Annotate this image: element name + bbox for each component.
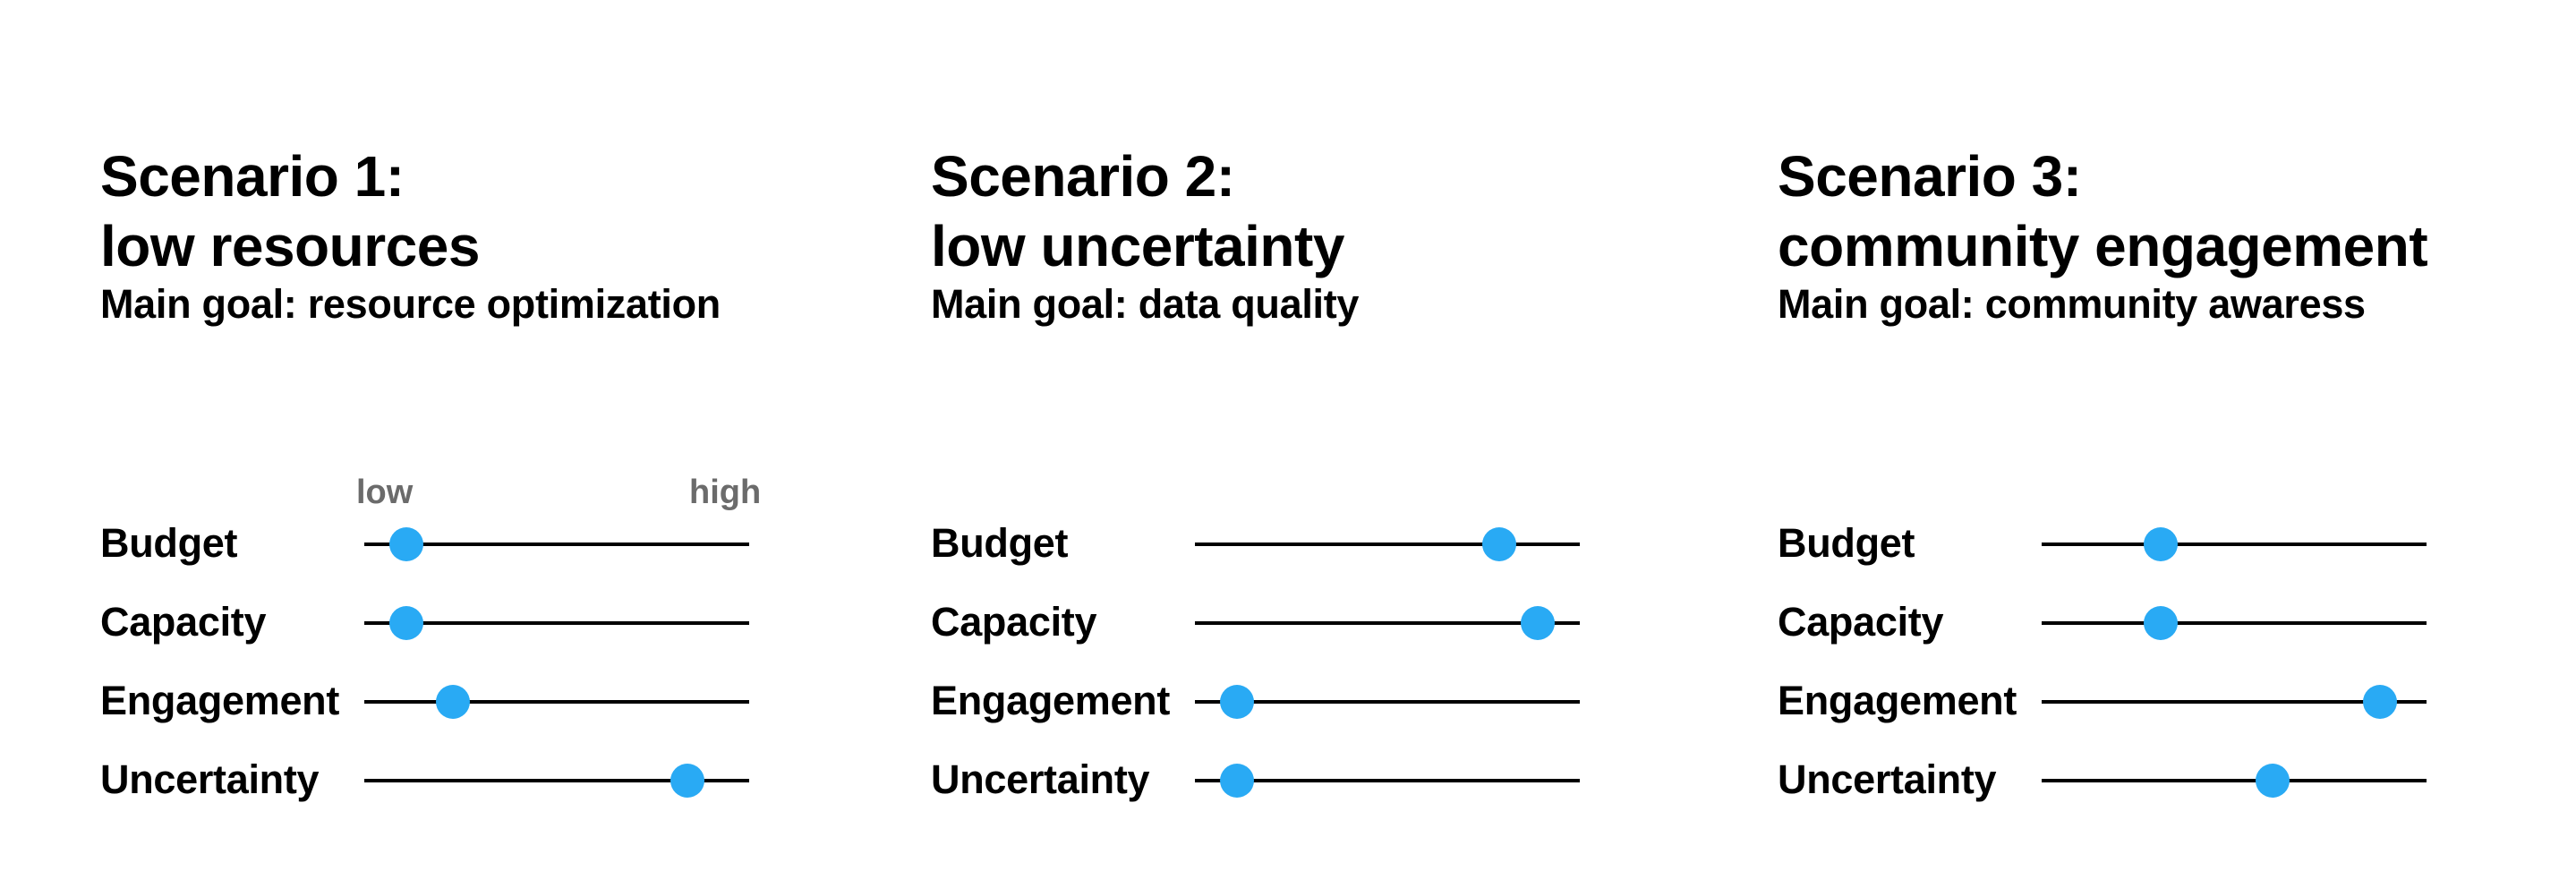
- scenario-goal: Main goal: data quality: [931, 281, 1360, 327]
- slider-knob[interactable]: [435, 685, 470, 719]
- scenario-title-name: low uncertainty: [931, 214, 1344, 278]
- factor-row-budget: Budget: [100, 512, 888, 575]
- slider-knob[interactable]: [1220, 685, 1255, 719]
- slider-knob[interactable]: [670, 764, 705, 798]
- slider-knob[interactable]: [389, 606, 424, 640]
- slider-track: [1195, 779, 1580, 782]
- slider-track: [1195, 621, 1580, 625]
- scale-low-label: low: [356, 474, 414, 511]
- slider-track: [2042, 543, 2427, 546]
- slider-knob[interactable]: [1220, 764, 1255, 798]
- slider-track: [2042, 621, 2427, 625]
- scenario-title-name: community engagement: [1778, 214, 2428, 278]
- factor-label: Capacity: [100, 599, 267, 645]
- slider-track: [1195, 700, 1580, 704]
- slider-track: [364, 700, 749, 704]
- factor-label: Uncertainty: [100, 756, 320, 802]
- factor-row-capacity: Capacity: [931, 591, 1719, 654]
- slider-track: [364, 543, 749, 546]
- factor-label: Engagement: [1778, 678, 2017, 723]
- slider-knob[interactable]: [389, 527, 424, 561]
- factor-label: Uncertainty: [1778, 756, 1997, 802]
- slider-track: [2042, 700, 2427, 704]
- factor-row-uncertainty: Uncertainty: [931, 748, 1719, 811]
- scenario-title: Scenario 2: low uncertainty: [931, 141, 1344, 281]
- factor-label: Capacity: [1778, 599, 1944, 645]
- slider-knob[interactable]: [1520, 606, 1555, 640]
- slider-knob[interactable]: [2363, 685, 2398, 719]
- factor-label: Budget: [1778, 520, 1915, 566]
- factor-row-uncertainty: Uncertainty: [1778, 748, 2565, 811]
- factor-row-engagement: Engagement: [1778, 670, 2565, 732]
- slider-knob[interactable]: [2144, 606, 2179, 640]
- scenario-title-name: low resources: [100, 214, 480, 278]
- factor-row-budget: Budget: [931, 512, 1719, 575]
- slider-track: [2042, 779, 2427, 782]
- slider-track: [1195, 543, 1580, 546]
- factor-label: Engagement: [100, 678, 340, 723]
- scenario-title-number: Scenario 3:: [1778, 144, 2082, 209]
- slider-track: [364, 621, 749, 625]
- slider-knob[interactable]: [2256, 764, 2290, 798]
- factor-row-capacity: Capacity: [1778, 591, 2565, 654]
- scenario-panel-3: Scenario 3: community engagement Main go…: [1778, 0, 2565, 880]
- factor-label: Budget: [100, 520, 238, 566]
- scenario-panel-1: Scenario 1: low resources Main goal: res…: [100, 0, 888, 880]
- factor-row-engagement: Engagement: [100, 670, 888, 732]
- scenario-goal: Main goal: resource optimization: [100, 281, 721, 327]
- slider-knob[interactable]: [2144, 527, 2179, 561]
- scenario-goal: Main goal: community awaress: [1778, 281, 2366, 327]
- slider-knob[interactable]: [1481, 527, 1516, 561]
- scenario-title-number: Scenario 2:: [931, 144, 1235, 209]
- factor-label: Engagement: [931, 678, 1171, 723]
- scale-high-label: high: [689, 474, 762, 511]
- scenario-title: Scenario 1: low resources: [100, 141, 480, 281]
- scenario-panel-2: Scenario 2: low uncertainty Main goal: d…: [931, 0, 1719, 880]
- factor-row-uncertainty: Uncertainty: [100, 748, 888, 811]
- scenario-title: Scenario 3: community engagement: [1778, 141, 2428, 281]
- scenario-title-number: Scenario 1:: [100, 144, 405, 209]
- factor-label: Budget: [931, 520, 1069, 566]
- factor-row-budget: Budget: [1778, 512, 2565, 575]
- factor-row-engagement: Engagement: [931, 670, 1719, 732]
- factor-row-capacity: Capacity: [100, 591, 888, 654]
- factor-label: Uncertainty: [931, 756, 1150, 802]
- slider-track: [364, 779, 749, 782]
- factor-label: Capacity: [931, 599, 1097, 645]
